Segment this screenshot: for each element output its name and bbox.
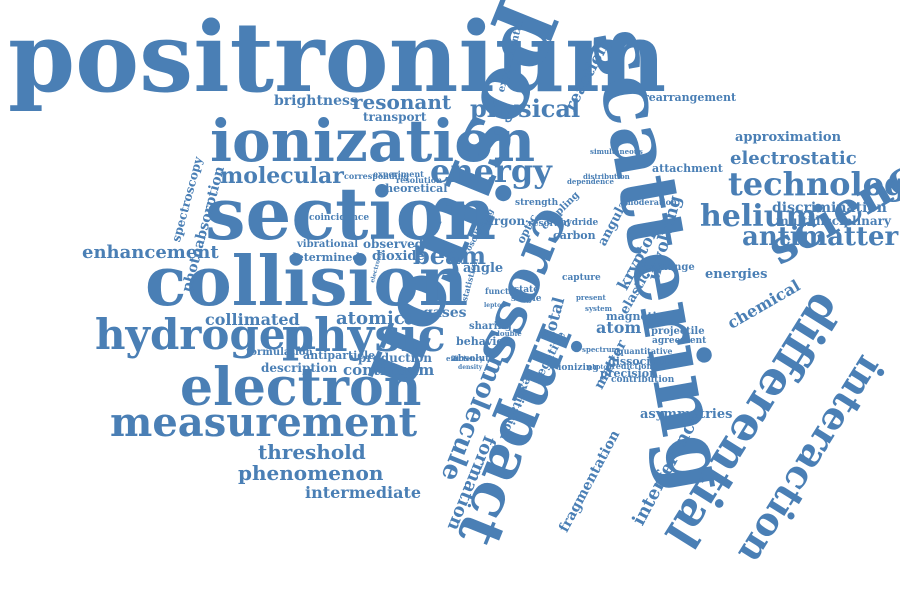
word-gases: gases [423, 305, 467, 321]
word-discrimination: discrimination [772, 200, 887, 216]
word-physical: physical [470, 94, 581, 123]
word-argon: argon [486, 214, 526, 228]
word-simultaneous: simultaneous [590, 147, 643, 156]
word-sharing: sharing [469, 321, 512, 332]
word-experiment: experiment [373, 169, 424, 179]
word-energy: energy [430, 152, 552, 190]
word-magnetic: magnetic [606, 310, 664, 323]
word-atom: atom [596, 318, 642, 337]
word-efficiency: efficiency [446, 354, 484, 363]
word-photon: photon [588, 364, 612, 371]
word-enhancement: enhancement [82, 242, 219, 263]
word-moderation: moderation [625, 197, 677, 207]
word-intermediate: intermediate [305, 483, 422, 502]
word-physic: physic [282, 308, 446, 362]
word-description: description [261, 361, 338, 375]
word-dioxide: dioxide [372, 249, 425, 264]
word-atomic: atomic [336, 308, 405, 329]
word-helium: helium [700, 199, 818, 234]
word-electrostatic: electrostatic [730, 148, 857, 169]
word-production: production [358, 351, 432, 365]
word-energies: energies [705, 267, 768, 282]
word-brightness: brightness [274, 93, 358, 109]
word-behavior: behavior [456, 335, 510, 348]
word-exchange: exchange [642, 262, 695, 273]
word-coincidence: coincidence [309, 213, 370, 223]
word-approximation: approximation [735, 130, 842, 145]
word-ionizing: ionizing [558, 363, 599, 373]
word-antiparticle: antiparticle [303, 349, 376, 362]
word-beam: beam [413, 241, 486, 270]
word-positronium: positronium [8, 1, 667, 114]
word-double: double [495, 329, 522, 338]
word-theoretical: theoretical [380, 182, 448, 195]
word-projectile: projectile [651, 326, 705, 337]
word-collimated: collimated [205, 310, 300, 329]
word-threshold: threshold [258, 440, 366, 464]
word-observed: observed [363, 237, 424, 251]
word-system: system [585, 304, 613, 313]
word-strength: strength [515, 198, 559, 208]
word-resolution: resolution [396, 175, 442, 185]
word-phenomenon: phenomenon [238, 461, 384, 485]
word-determined: determined [289, 251, 361, 264]
word-corresponding: corresponding [344, 171, 410, 181]
word-fragmentation: fragmentation [556, 427, 624, 536]
word-agreement: agreement [652, 336, 707, 346]
word-multidisciplinary: multidisciplinary [776, 214, 891, 228]
word-capture: capture [562, 273, 601, 283]
word-resonant: resonant [352, 90, 452, 114]
word-resolved: resolved [528, 219, 571, 229]
word-distribution: distribution [583, 172, 630, 181]
word-lepton: lepton [484, 302, 506, 309]
word-attachment: attachment [652, 162, 723, 175]
word-absolute: absolute [452, 354, 496, 364]
word-quantitative: quantitative [618, 346, 673, 356]
word-formulation: formulation [246, 347, 313, 358]
word-section: section [205, 171, 497, 256]
word-contribution: contribution [611, 375, 675, 385]
word-technology: technology [728, 165, 900, 203]
word-hydride: hydride [560, 218, 599, 228]
word-antimatter: antimatter [742, 222, 899, 252]
word-prediction: prediction [606, 361, 653, 371]
word-function: function [485, 286, 523, 296]
word-hydrogen: hydrogen [95, 310, 317, 359]
word-ionization: ionization [210, 107, 536, 175]
word-density: density [458, 364, 483, 371]
word-collision: collision [145, 242, 469, 322]
word-vibrational: vibrational [297, 239, 358, 250]
word-asymmetries: asymmetries [640, 407, 733, 422]
word-single: single [511, 294, 542, 304]
word-dissociative: dissociative [608, 355, 681, 368]
word-electron: electron [180, 357, 422, 418]
word-precision: precision [600, 367, 658, 380]
word-state: state [514, 285, 539, 295]
word-dependence: dependence [567, 177, 614, 186]
word-continuum: continuum [343, 361, 435, 379]
word-carbon: carbon [553, 229, 596, 242]
word-transport: transport [363, 110, 427, 124]
word-rearrangement: rearrangement [643, 91, 737, 104]
word-present: present [576, 293, 606, 302]
word-spectrum: spectrum [582, 345, 619, 354]
word-molecular: molecular [220, 163, 344, 189]
word-measurement: measurement [110, 399, 418, 446]
word-angle: angle [463, 261, 504, 276]
